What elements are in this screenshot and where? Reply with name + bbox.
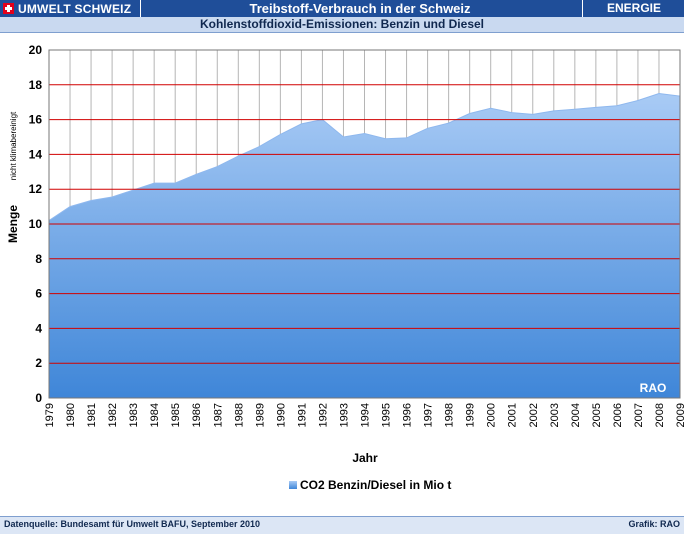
x-tick-label: 2009	[675, 403, 684, 427]
x-tick-label: 2003	[549, 403, 561, 427]
x-tick-label: 1994	[360, 403, 372, 427]
series-line-co2	[48, 92, 681, 221]
x-axis-title: Jahr	[352, 451, 378, 465]
x-tick-label: 2008	[654, 403, 666, 427]
x-tick-label: 2005	[591, 403, 603, 427]
y-tick-label: 16	[29, 113, 43, 127]
data-source: Datenquelle: Bundesamt für Umwelt BAFU, …	[4, 519, 261, 529]
x-tick-label: 1997	[423, 403, 435, 427]
legend-swatch	[289, 481, 297, 489]
x-tick-label: 1987	[212, 403, 224, 427]
x-tick-label: 1989	[254, 403, 266, 427]
y-tick-label: 2	[35, 356, 42, 370]
x-tick-label: 1980	[65, 403, 77, 427]
x-tick-label: 1982	[107, 403, 119, 427]
x-tick-label: 1986	[191, 403, 203, 427]
y-tick-label: 8	[35, 252, 42, 266]
x-tick-label: 2006	[612, 403, 624, 427]
y-tick-label: 4	[35, 321, 42, 335]
x-tick-label: 1998	[444, 403, 456, 427]
y-axis-note: nicht klimabereinigt	[9, 111, 18, 180]
x-tick-label: 2001	[507, 403, 519, 427]
x-tick-label: 1988	[233, 403, 245, 427]
x-tick-label: 1979	[44, 403, 56, 427]
y-tick-label: 10	[29, 217, 43, 231]
plot-frame	[48, 49, 681, 399]
section-badge: ENERGIE	[582, 0, 684, 17]
x-tick-label: 2004	[570, 403, 582, 427]
x-tick-label: 1993	[338, 403, 350, 427]
x-tick-label: 1983	[128, 403, 140, 427]
y-axis-title: Menge	[6, 205, 20, 243]
y-tick-label: 6	[35, 287, 42, 301]
brand-box: UMWELT SCHWEIZ	[0, 0, 141, 17]
x-tick-label: 1992	[317, 403, 329, 427]
x-tick-label: 1999	[465, 403, 477, 427]
x-tick-label: 1991	[296, 403, 308, 427]
page-title: Treibstoff-Verbrauch in der Schweiz	[249, 1, 471, 16]
chart-subtitle: Kohlenstoffdioxid-Emissionen: Benzin und…	[199, 17, 484, 31]
rao-watermark: RAO	[640, 381, 667, 395]
x-tick-label: 1995	[381, 403, 393, 427]
y-tick-label: 0	[35, 391, 42, 405]
series-area-co2	[49, 93, 680, 398]
y-tick-label: 12	[29, 182, 43, 196]
x-tick-label: 1996	[402, 403, 414, 427]
brand-label: UMWELT SCHWEIZ	[18, 1, 132, 16]
subtitle-bar	[0, 17, 684, 33]
x-tick-label: 1985	[170, 403, 182, 427]
x-tick-label: 1990	[275, 403, 287, 427]
x-tick-label: 2007	[633, 403, 645, 427]
y-tick-label: 18	[29, 78, 43, 92]
y-tick-label: 14	[29, 147, 43, 161]
x-tick-label: 2000	[486, 403, 498, 427]
x-tick-label: 1984	[149, 403, 161, 427]
x-tick-label: 2002	[528, 403, 540, 427]
x-tick-label: 1981	[86, 403, 98, 427]
header-bar	[0, 0, 684, 17]
graphic-credit: Grafik: RAO	[628, 519, 680, 529]
swiss-flag-icon	[3, 3, 14, 14]
y-tick-label: 20	[29, 43, 43, 57]
legend-label: CO2 Benzin/Diesel in Mio t	[300, 478, 451, 492]
footer-bar	[0, 516, 684, 534]
